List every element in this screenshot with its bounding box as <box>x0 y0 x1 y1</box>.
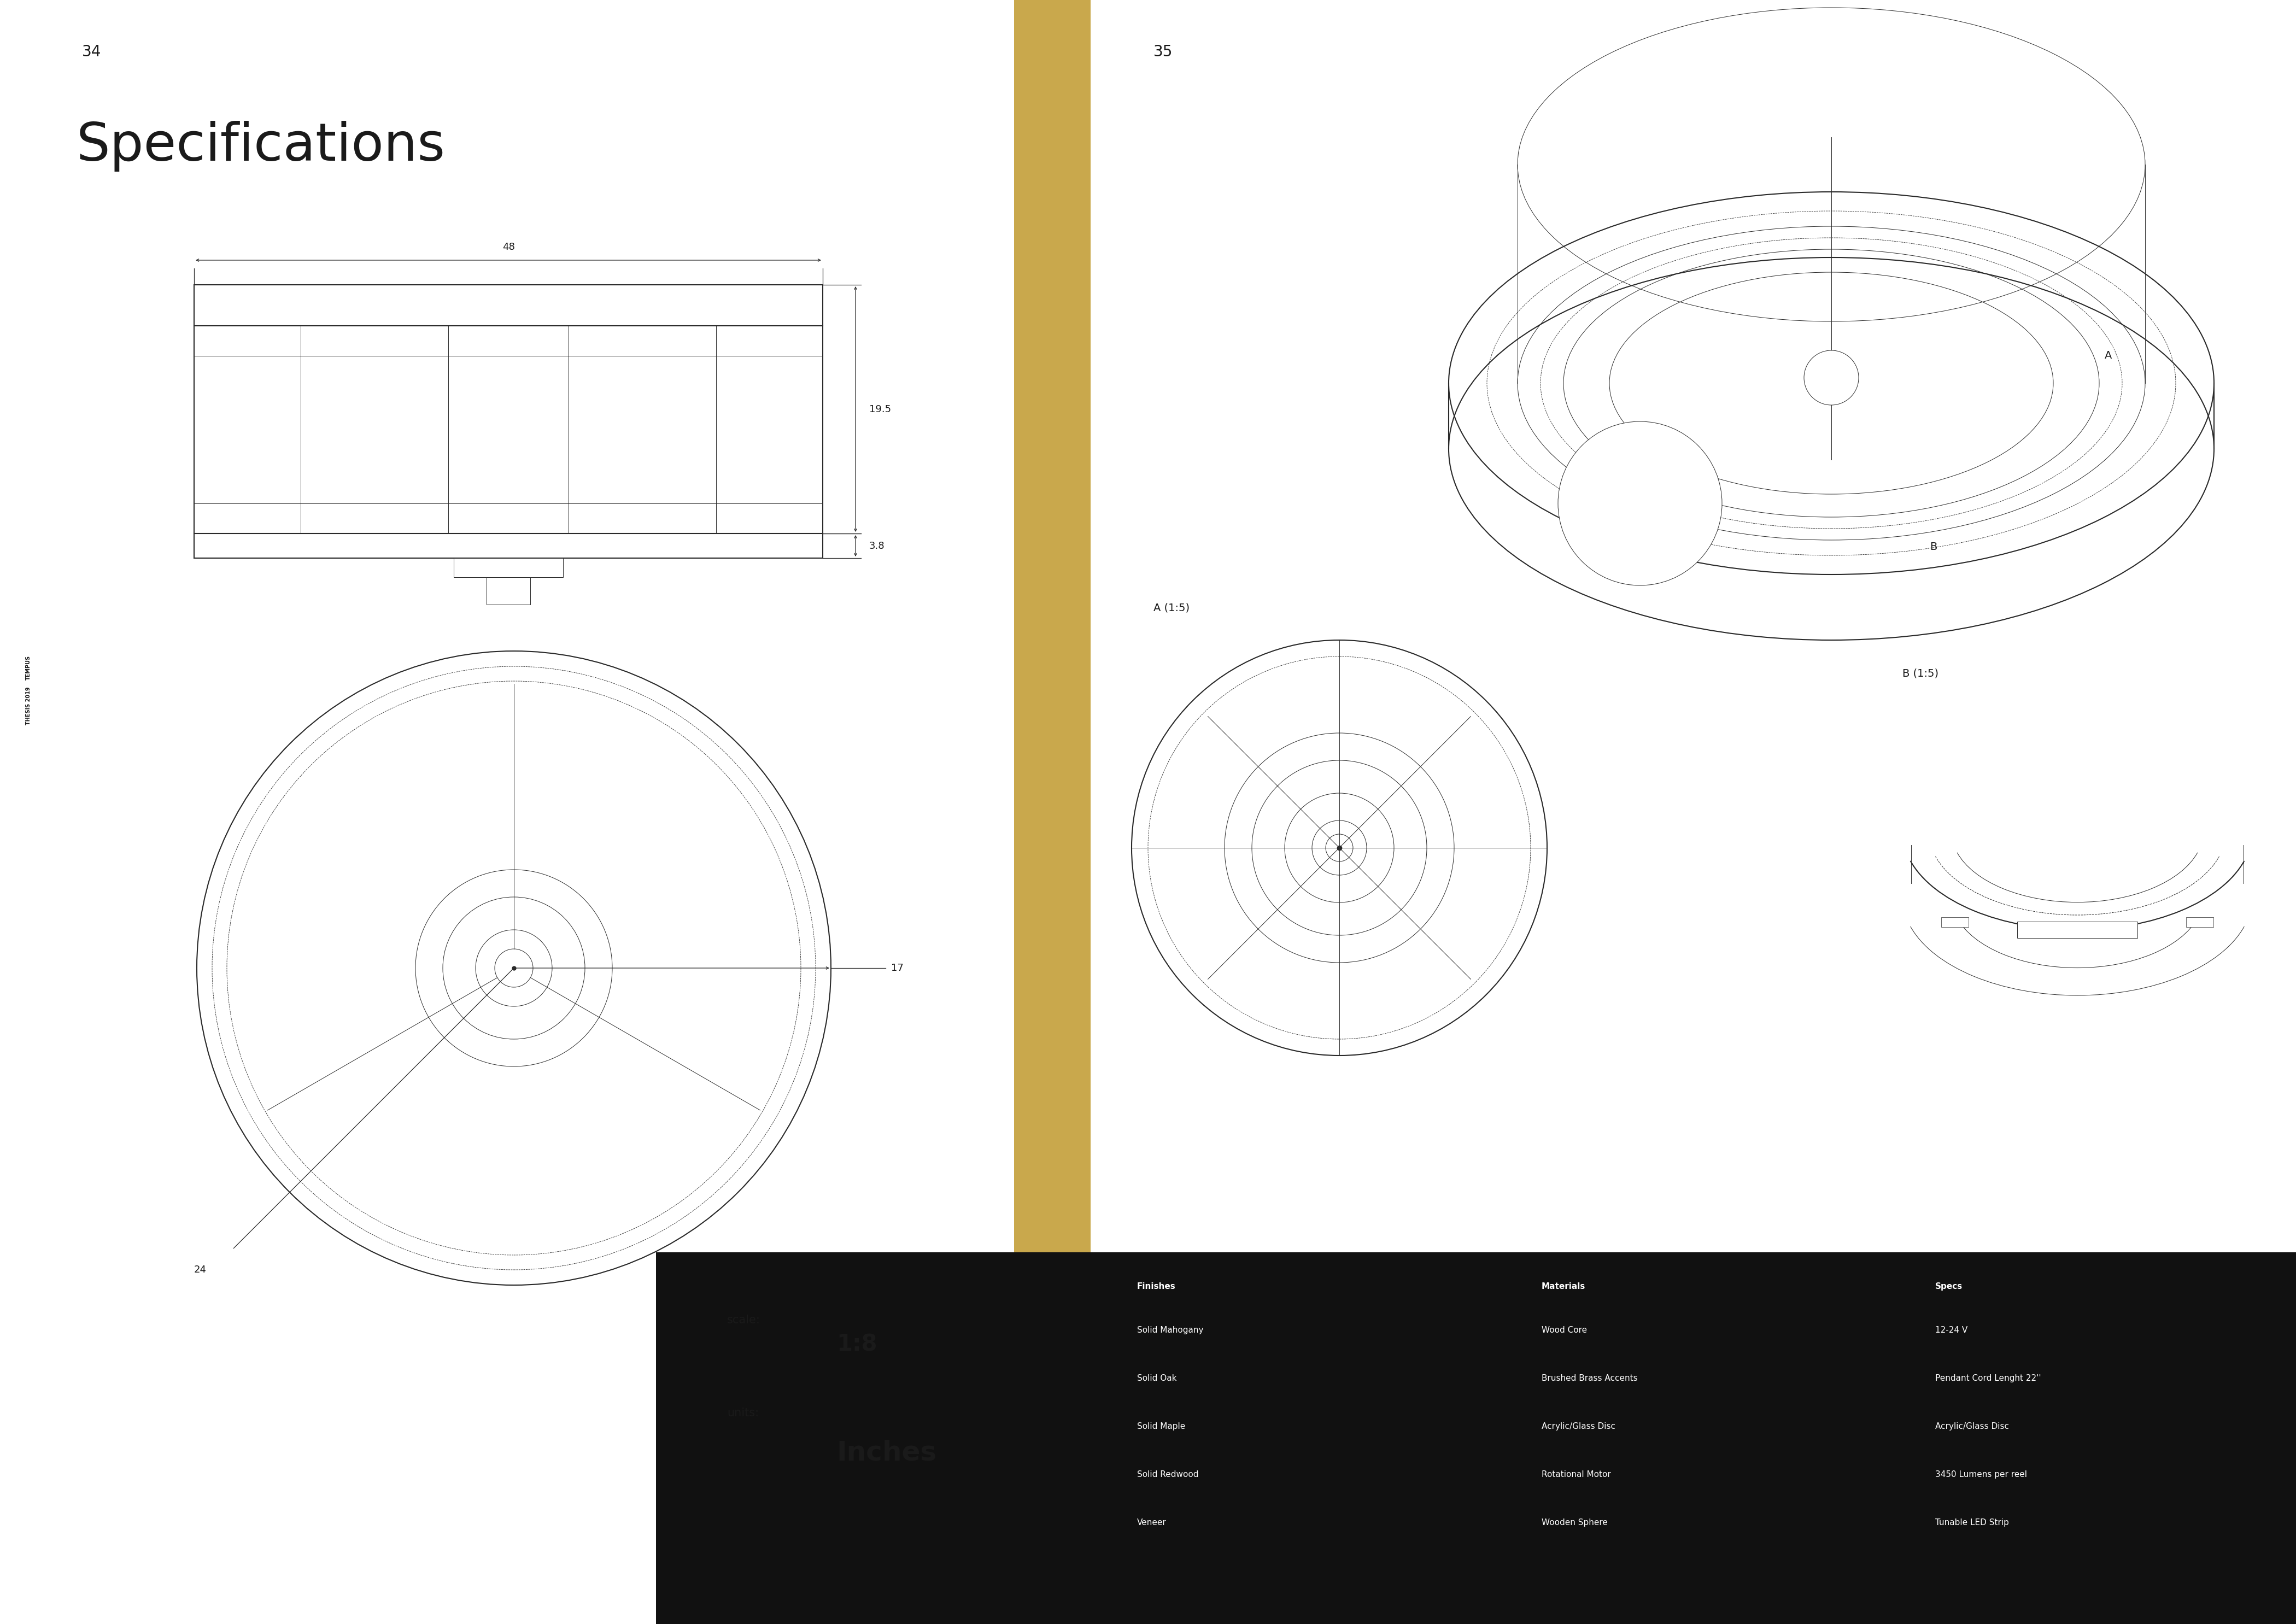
Bar <box>1015 0 1091 1624</box>
Text: scale:: scale: <box>728 1314 760 1325</box>
Bar <box>455 559 563 577</box>
Text: B: B <box>1929 542 1938 552</box>
Bar <box>2018 921 2138 939</box>
Text: Pendant Cord Lenght 22'': Pendant Cord Lenght 22'' <box>1936 1374 2041 1382</box>
Text: Solid Oak: Solid Oak <box>1137 1374 1176 1382</box>
Bar <box>487 577 530 604</box>
Circle shape <box>1559 422 1722 585</box>
Text: Rotational Motor: Rotational Motor <box>1541 1470 1612 1478</box>
Text: Veneer: Veneer <box>1137 1518 1166 1527</box>
Text: Acrylic/Glass Disc: Acrylic/Glass Disc <box>1541 1423 1616 1431</box>
Bar <box>657 1252 2296 1624</box>
Text: B (1:5): B (1:5) <box>1903 667 1938 679</box>
Ellipse shape <box>1449 258 2213 640</box>
Bar <box>195 534 822 559</box>
Bar <box>2186 918 2213 927</box>
Text: Acrylic/Glass Disc: Acrylic/Glass Disc <box>1936 1423 2009 1431</box>
Bar <box>1940 918 1968 927</box>
Circle shape <box>1805 351 1860 404</box>
Text: TEMPUS: TEMPUS <box>25 654 32 680</box>
Text: 35: 35 <box>1153 44 1173 60</box>
Text: 17: 17 <box>891 963 905 973</box>
Text: Inches: Inches <box>836 1439 937 1465</box>
Text: Brushed Brass Accents: Brushed Brass Accents <box>1541 1374 1637 1382</box>
Text: Solid Redwood: Solid Redwood <box>1137 1470 1199 1478</box>
Text: Solid Maple: Solid Maple <box>1137 1423 1185 1431</box>
Text: 12-24 V: 12-24 V <box>1936 1327 1968 1335</box>
Text: 34: 34 <box>83 44 101 60</box>
Text: Finishes: Finishes <box>1137 1283 1176 1291</box>
Text: 1:8: 1:8 <box>836 1333 877 1356</box>
Text: 19.5: 19.5 <box>870 404 891 414</box>
Text: A (1:5): A (1:5) <box>1153 603 1189 612</box>
Text: Tunable LED Strip: Tunable LED Strip <box>1936 1518 2009 1527</box>
Text: A: A <box>2105 351 2112 361</box>
Text: THESIS 2019: THESIS 2019 <box>25 687 32 724</box>
Text: Wooden Sphere: Wooden Sphere <box>1541 1518 1607 1527</box>
Text: Specs: Specs <box>1936 1283 1963 1291</box>
Text: units:: units: <box>728 1408 760 1418</box>
Text: Wood Core: Wood Core <box>1541 1327 1587 1335</box>
Text: 48: 48 <box>503 242 514 252</box>
Text: Specifications: Specifications <box>76 120 445 172</box>
Text: Solid Mahogany: Solid Mahogany <box>1137 1327 1203 1335</box>
Text: 24: 24 <box>193 1265 207 1275</box>
Text: Materials: Materials <box>1541 1283 1587 1291</box>
Text: 3450 Lumens per reel: 3450 Lumens per reel <box>1936 1470 2027 1478</box>
Text: 3.8: 3.8 <box>870 541 884 551</box>
Bar <box>195 284 822 326</box>
